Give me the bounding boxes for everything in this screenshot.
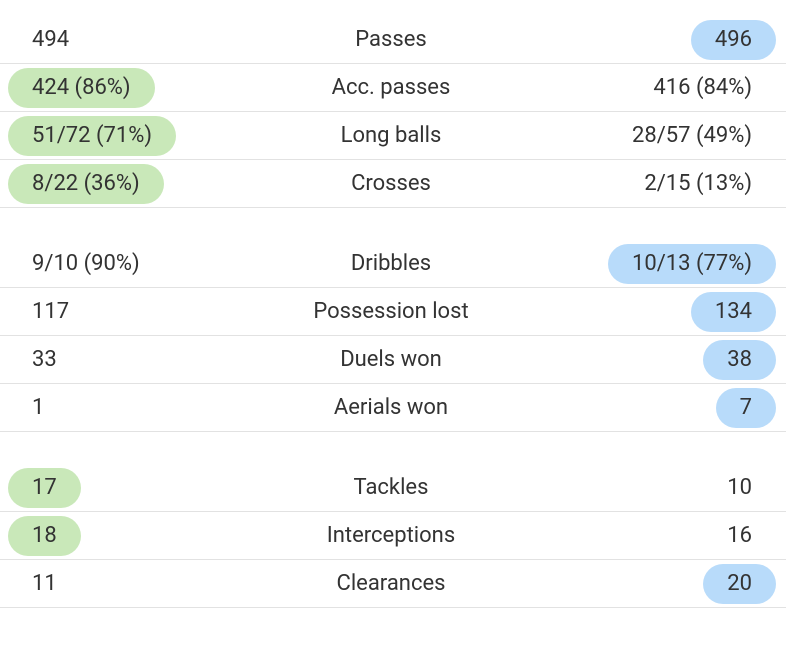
- stat-group: 9/10 (90%) Dribbles 10/13 (77%) 117 Possessi…: [0, 240, 786, 432]
- home-value: 51/72 (71%): [8, 116, 177, 156]
- stat-label: Passes: [355, 27, 427, 52]
- away-value: 7: [715, 388, 776, 428]
- home-value: 117: [32, 299, 70, 324]
- stat-label: Duels won: [340, 347, 442, 372]
- home-value: 18: [8, 516, 81, 556]
- stat-row: 8/22 (36%) Crosses 2/15 (13%): [0, 160, 786, 208]
- home-value: 9/10 (90%): [32, 251, 140, 276]
- stat-label: Dribbles: [350, 251, 432, 276]
- stat-label: Acc. passes: [331, 75, 451, 100]
- stat-label: Aerials won: [333, 395, 449, 420]
- stat-row: 51/72 (71%) Long balls 28/57 (49%): [0, 112, 786, 160]
- stat-label: Possession lost: [313, 299, 469, 324]
- away-value: 496: [690, 20, 776, 60]
- away-value: 416 (84%): [653, 75, 752, 100]
- stat-row: 1 Aerials won 7: [0, 384, 786, 432]
- stat-row: 424 (86%) Acc. passes 416 (84%): [0, 64, 786, 112]
- home-value: 11: [32, 571, 57, 596]
- stat-row: 117 Possession lost 134: [0, 288, 786, 336]
- stat-label: Interceptions: [326, 523, 456, 548]
- stat-label: Clearances: [336, 571, 446, 596]
- home-value: 17: [8, 468, 81, 508]
- home-value: 424 (86%): [8, 68, 155, 108]
- stat-label: Long balls: [340, 123, 442, 148]
- away-value: 38: [703, 340, 776, 380]
- home-value: 33: [32, 347, 57, 372]
- away-value: 16: [727, 523, 752, 548]
- stat-row: 17 Tackles 10: [0, 464, 786, 512]
- away-value: 28/57 (49%): [631, 123, 752, 148]
- stat-row: 33 Duels won 38: [0, 336, 786, 384]
- away-value: 10: [727, 475, 752, 500]
- stat-row: 18 Interceptions 16: [0, 512, 786, 560]
- away-value: 2/15 (13%): [644, 171, 752, 196]
- stat-row: 494 Passes 496: [0, 16, 786, 64]
- home-value: 8/22 (36%): [8, 164, 164, 204]
- away-value: 20: [703, 564, 776, 604]
- away-value: 10/13 (77%): [607, 244, 776, 284]
- stat-row: 9/10 (90%) Dribbles 10/13 (77%): [0, 240, 786, 288]
- stat-group: 17 Tackles 10 18 Interceptions 16 11 Clearances…: [0, 464, 786, 608]
- home-value: 494: [32, 27, 70, 52]
- stat-label: Tackles: [353, 475, 429, 500]
- stat-group: 494 Passes 496 424 (86%) Acc. passes 416 (84%…: [0, 16, 786, 208]
- stat-label: Crosses: [351, 171, 431, 196]
- stat-row: 11 Clearances 20: [0, 560, 786, 608]
- home-value: 1: [32, 395, 45, 420]
- away-value: 134: [690, 292, 776, 332]
